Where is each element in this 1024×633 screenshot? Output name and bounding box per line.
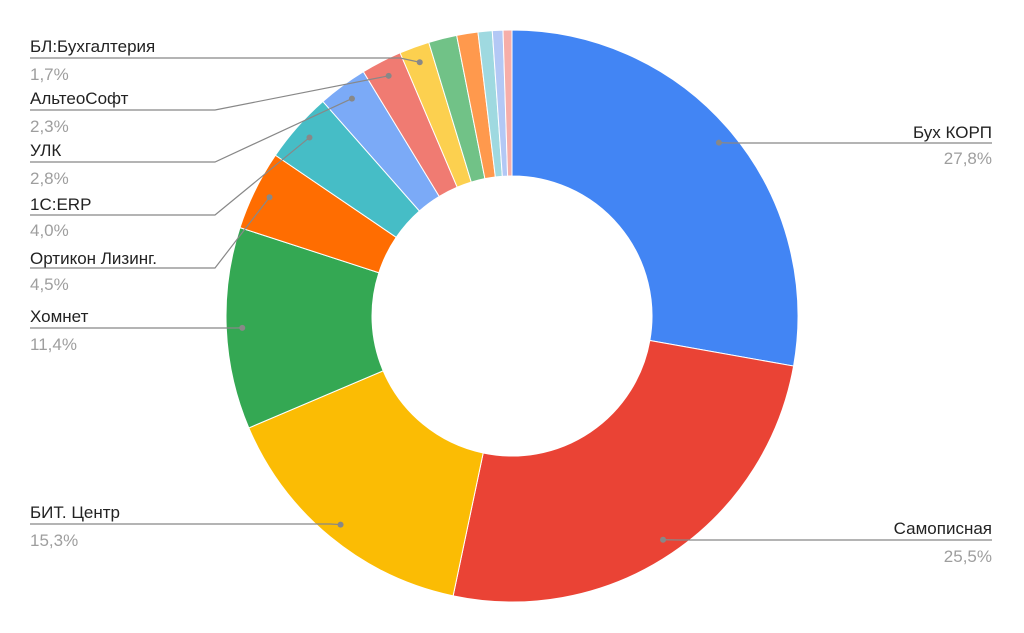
slice-label: Хомнет (30, 307, 89, 326)
slice-label: УЛК (30, 141, 61, 160)
slice-value: 4,0% (30, 221, 69, 240)
leader-dot (337, 521, 344, 528)
leader-dot (266, 194, 273, 201)
leader-dot (385, 72, 392, 79)
leader-line (30, 523, 341, 526)
slice-label: Бух КОРП (913, 123, 992, 142)
leader-line (30, 196, 271, 269)
slice-value: 15,3% (30, 531, 78, 550)
slice-label: Ортикон Лизинг. (30, 249, 157, 268)
leader-dot (239, 324, 246, 331)
slice (511, 29, 799, 367)
leader-dot (416, 59, 423, 66)
slice (502, 29, 513, 177)
leader-dot (660, 536, 667, 543)
slice-label: БИТ. Центр (30, 503, 120, 522)
slice-value: 4,5% (30, 275, 69, 294)
slice-label: Самописная (894, 519, 992, 538)
leader-dot (348, 95, 355, 102)
slice-value: 25,5% (944, 547, 992, 566)
leader-line (30, 75, 389, 111)
slice-label: БЛ:Бухгалтерия (30, 37, 155, 56)
slice-value: 2,8% (30, 169, 69, 188)
leader-line (30, 98, 353, 163)
leader-dot (715, 139, 722, 146)
slice-label: 1С:ERP (30, 195, 91, 214)
leader-line (30, 136, 310, 216)
slice-value: 27,8% (944, 149, 992, 168)
slice (248, 370, 484, 597)
slice-value: 11,4% (30, 335, 77, 354)
slice-value: 2,3% (30, 117, 69, 136)
slice-value: 1,7% (30, 65, 69, 84)
slice-label: АльтеоСофт (30, 89, 129, 108)
slice (452, 339, 795, 603)
leader-line (30, 57, 420, 63)
leader-dot (306, 134, 313, 141)
